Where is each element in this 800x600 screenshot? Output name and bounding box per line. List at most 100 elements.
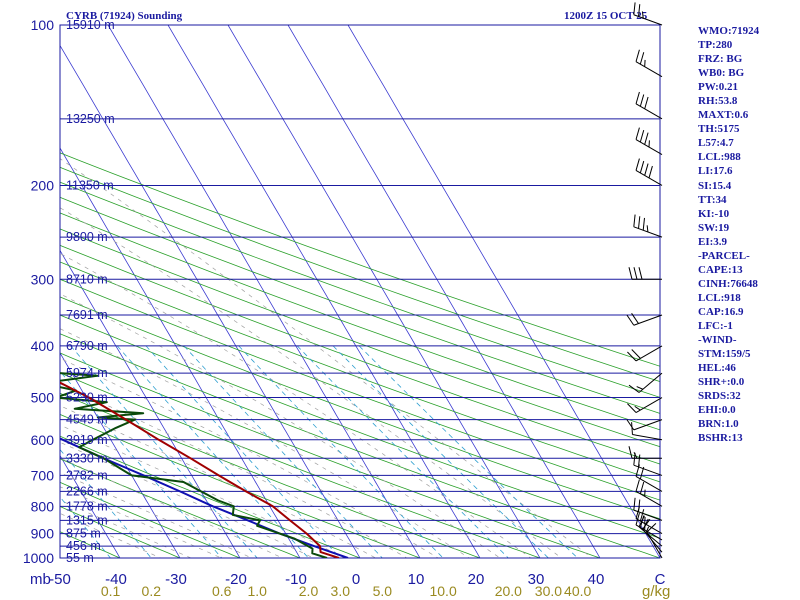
temperature-tick-label: 20 [468, 571, 485, 588]
mixing-ratio-line [358, 345, 579, 558]
dry-adiabat-line [60, 333, 660, 558]
pressure-tick-label: 900 [31, 526, 55, 542]
index-item: TT:34 [698, 193, 727, 206]
index-item: HEL:46 [698, 362, 736, 375]
isotherm-line [0, 25, 7, 569]
mixing-ratio-line [296, 345, 509, 558]
pressure-unit-label: mb [30, 571, 51, 588]
dry-adiabat-line [60, 228, 660, 448]
temperature-tick-label: -10 [285, 571, 307, 588]
mixing-ratio-label: 3.0 [331, 583, 351, 599]
mixing-ratio-label: 30.0 [535, 583, 562, 599]
wind-barb [635, 479, 663, 507]
mixing-ratio-label: 40.0 [564, 583, 591, 599]
pressure-tick-label: 600 [31, 432, 55, 448]
pressure-tick-label: 800 [31, 498, 55, 514]
pressure-tick-label: 500 [31, 390, 55, 406]
isotherm-line [60, 249, 241, 558]
index-item: CAPE:13 [698, 263, 743, 276]
mixing-ratio-line [60, 370, 223, 558]
height-label: 2266 m [66, 484, 108, 498]
dry-adiabat-line [60, 212, 660, 431]
isotherm-line [60, 352, 181, 558]
wind-barb [626, 419, 663, 431]
mixing-ratio-line [332, 345, 549, 558]
isobar-lines [59, 24, 661, 559]
mixing-ratio-line [60, 496, 112, 558]
isotherm-line [60, 147, 301, 558]
index-item: FRZ: BG [698, 53, 743, 66]
wind-barb [628, 267, 662, 280]
index-item: WB0: BG [698, 67, 745, 80]
index-item: MAXT:0.6 [698, 109, 749, 122]
mixing-ratio-label: 0.1 [101, 583, 121, 599]
moist-adiabat-line [60, 253, 532, 558]
index-item: LI:17.6 [698, 165, 733, 178]
wind-barb [635, 127, 663, 155]
temperature-tick-label: -30 [165, 571, 187, 588]
dry-adiabat-line [60, 413, 422, 558]
mixing-ratio-unit-label: g/kg [642, 583, 670, 600]
temperature-tick-label: 30 [528, 571, 545, 588]
mixing-ratio-lines [60, 345, 579, 558]
index-item: SRDS:32 [698, 390, 741, 403]
isotherm-line [347, 25, 660, 558]
dry-adiabat-line [60, 196, 660, 414]
mixing-ratio-label: 10.0 [429, 583, 456, 599]
height-label: 7691 m [66, 308, 108, 322]
pressure-tick-label: 700 [31, 467, 55, 483]
isotherm-line [167, 25, 481, 558]
wind-barbs [626, 2, 663, 559]
index-item: LCL:988 [698, 151, 741, 164]
dry-adiabat-line [60, 481, 242, 558]
dry-adiabat-line [60, 435, 362, 558]
height-label: 6790 m [66, 339, 108, 353]
wind-barb [628, 446, 662, 459]
temperature-tick-label: -50 [49, 571, 71, 588]
mixing-ratio-label: 0.2 [142, 583, 162, 599]
moist-adiabat-line [60, 441, 315, 558]
mixing-ratio-line [145, 345, 341, 558]
plot-frame [59, 24, 661, 559]
moist-adiabat-line [60, 383, 408, 558]
wind-barb [635, 49, 663, 78]
height-label: 3330 m [66, 451, 108, 465]
mixing-ratio-line [116, 345, 310, 558]
index-item: LCL:918 [698, 291, 741, 304]
height-label: 5230 m [66, 391, 108, 405]
index-item: L57:4.7 [698, 137, 734, 150]
moist-adiabat-line [60, 457, 284, 558]
wind-barb [635, 158, 663, 186]
index-item: TP:280 [698, 39, 733, 52]
temperature-line [60, 381, 340, 558]
mixing-ratio-label: 20.0 [495, 583, 522, 599]
celsius-unit-label: C [655, 571, 666, 588]
index-item: RH:53.8 [698, 95, 738, 108]
moist-adiabat-line [60, 486, 223, 558]
moist-adiabat-line [60, 499, 192, 558]
height-label: 875 m [66, 527, 101, 541]
pressure-tick-label: 300 [31, 271, 55, 287]
index-item: SHR+:0.0 [698, 376, 745, 389]
index-item: PW:0.21 [698, 81, 739, 94]
wind-barb [626, 313, 663, 326]
isotherm-line [60, 44, 361, 558]
dry-adiabat-line [60, 458, 302, 558]
dry-adiabat-line [60, 278, 660, 501]
dry-adiabat-line [60, 392, 482, 558]
dry-adiabat-line [60, 314, 660, 539]
height-label: 456 m [66, 539, 101, 553]
temperature-tick-label: 0 [352, 571, 360, 588]
pressure-tick-label: 200 [31, 177, 55, 193]
mixing-ratio-label: 5.0 [373, 583, 393, 599]
wind-barb [635, 91, 663, 120]
isotherm-line [60, 557, 61, 558]
pressure-tick-label: 1000 [23, 550, 54, 566]
pressure-tick-label: 100 [31, 17, 55, 33]
mixing-ratio-label: 0.6 [212, 583, 232, 599]
index-item: WMO:71924 [698, 25, 760, 37]
wind-barb [628, 372, 663, 393]
wind-barb [633, 2, 663, 26]
wind-barb [633, 452, 663, 476]
